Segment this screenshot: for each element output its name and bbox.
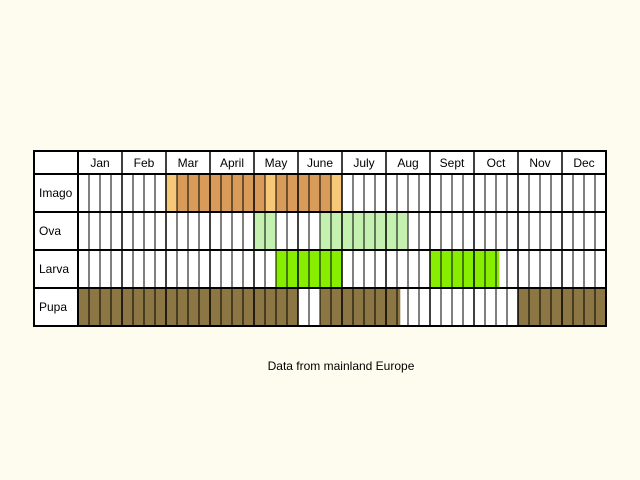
stage-label: Ova [39, 224, 61, 238]
cell-larva [485, 250, 496, 288]
cell-ova [254, 212, 265, 250]
cell-ova [342, 212, 353, 250]
cell-imago [320, 174, 331, 212]
month-label: Oct [487, 156, 506, 170]
cell-larva [452, 250, 463, 288]
cell-imago [188, 174, 199, 212]
cell-imago [254, 174, 265, 212]
cell-pupa [595, 288, 606, 326]
cell-pupa [265, 288, 276, 326]
cell-larva [276, 250, 287, 288]
cell-pupa [353, 288, 364, 326]
month-label: Mar [178, 156, 199, 170]
month-label: April [220, 156, 244, 170]
cell-pupa [100, 288, 111, 326]
cell-pupa [386, 288, 397, 326]
cell-pupa [562, 288, 573, 326]
cell-pupa [529, 288, 540, 326]
cell-pupa [331, 288, 342, 326]
cell-imago [298, 174, 309, 212]
stage-label: Pupa [39, 300, 67, 314]
cell-larva [287, 250, 298, 288]
cell-imago [232, 174, 243, 212]
cell-larva [441, 250, 452, 288]
cell-pupa [518, 288, 529, 326]
table-border [33, 150, 607, 327]
month-label: Feb [134, 156, 155, 170]
cell-imago [287, 174, 298, 212]
cell-larva [298, 250, 309, 288]
cell-larva [474, 250, 485, 288]
cell-pupa [111, 288, 122, 326]
cell-pupa [243, 288, 254, 326]
month-label: Aug [397, 156, 418, 170]
cell-ova [364, 212, 375, 250]
cell-imago [309, 174, 320, 212]
cell-pupa [133, 288, 144, 326]
month-label: June [307, 156, 333, 170]
cell-ova [353, 212, 364, 250]
cell-pupa [375, 288, 386, 326]
cell-ova [265, 212, 276, 250]
cell-ova [386, 212, 397, 250]
cell-imago [199, 174, 210, 212]
cell-imago [177, 174, 188, 212]
cell-pupa [166, 288, 177, 326]
cell-imago [221, 174, 232, 212]
cell-ova [375, 212, 386, 250]
cell-pupa [199, 288, 210, 326]
cell-pupa [397, 288, 401, 326]
cell-pupa [155, 288, 166, 326]
cell-pupa [551, 288, 562, 326]
cell-imago [331, 174, 342, 212]
cell-imago [276, 174, 287, 212]
month-label: Sept [440, 156, 465, 170]
cell-pupa [221, 288, 232, 326]
cell-pupa [287, 288, 298, 326]
cell-ova [320, 212, 331, 250]
cell-larva [309, 250, 320, 288]
cell-pupa [364, 288, 375, 326]
cell-pupa [342, 288, 353, 326]
cell-pupa [89, 288, 100, 326]
cell-pupa [122, 288, 133, 326]
cell-larva [320, 250, 331, 288]
cell-pupa [78, 288, 89, 326]
footnote: Data from mainland Europe [267, 359, 415, 373]
month-label: July [353, 156, 374, 170]
cell-imago [166, 174, 177, 212]
cell-imago [243, 174, 254, 212]
cell-ova [331, 212, 342, 250]
cell-larva [430, 250, 441, 288]
cell-pupa [144, 288, 155, 326]
cell-imago [265, 174, 276, 212]
cell-larva [496, 250, 500, 288]
month-label: May [265, 156, 288, 170]
cell-pupa [254, 288, 265, 326]
month-label: Jan [90, 156, 109, 170]
cell-pupa [540, 288, 551, 326]
cell-pupa [573, 288, 584, 326]
cell-pupa [177, 288, 188, 326]
cell-imago [210, 174, 221, 212]
month-label: Dec [573, 156, 594, 170]
cell-pupa [276, 288, 287, 326]
cell-pupa [210, 288, 221, 326]
stage-label: Larva [39, 262, 69, 276]
stage-label: Imago [39, 186, 73, 200]
cell-larva [331, 250, 342, 288]
cell-pupa [188, 288, 199, 326]
cell-larva [463, 250, 474, 288]
cell-pupa [232, 288, 243, 326]
cell-pupa [320, 288, 331, 326]
cell-pupa [584, 288, 595, 326]
month-label: Nov [529, 156, 550, 170]
cell-ova [397, 212, 408, 250]
